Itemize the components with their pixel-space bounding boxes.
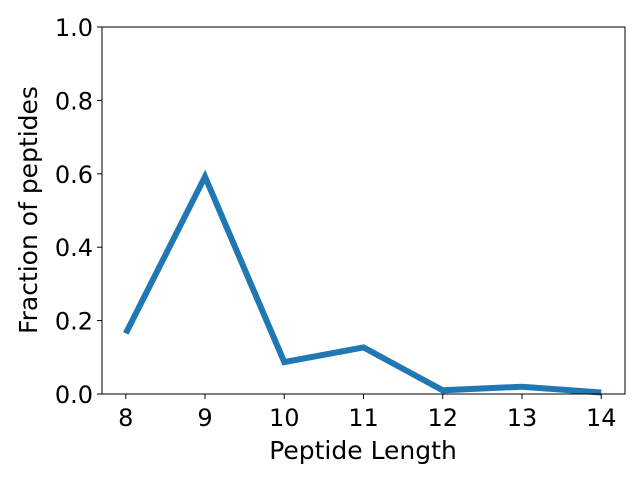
plot-frame	[101, 26, 626, 395]
x-tick-label: 13	[507, 404, 538, 432]
x-tick-label: 11	[348, 404, 379, 432]
series-line-0	[123, 169, 602, 396]
x-tick-label: 14	[586, 404, 617, 432]
x-tick-label: 8	[118, 404, 133, 432]
y-tick-label: 1.0	[55, 14, 93, 42]
y-axis: 0.0 0.2 0.4 0.6 0.8 1.0	[55, 14, 102, 409]
x-axis: 8 9 10 11 12 13 14	[118, 394, 617, 432]
plot-area	[101, 26, 626, 396]
y-tick-label: 0.6	[55, 161, 93, 189]
x-tick-label: 10	[269, 404, 300, 432]
x-tick-label: 9	[197, 404, 212, 432]
y-tick-label: 0.2	[55, 308, 93, 336]
y-tick-label: 0.4	[55, 234, 93, 262]
x-axis-title: Peptide Length	[269, 436, 457, 465]
x-tick-label: 12	[427, 404, 458, 432]
y-tick-label: 0.8	[55, 87, 93, 115]
y-axis-title: Fraction of peptides	[14, 86, 43, 334]
y-tick-label: 0.0	[55, 381, 93, 409]
